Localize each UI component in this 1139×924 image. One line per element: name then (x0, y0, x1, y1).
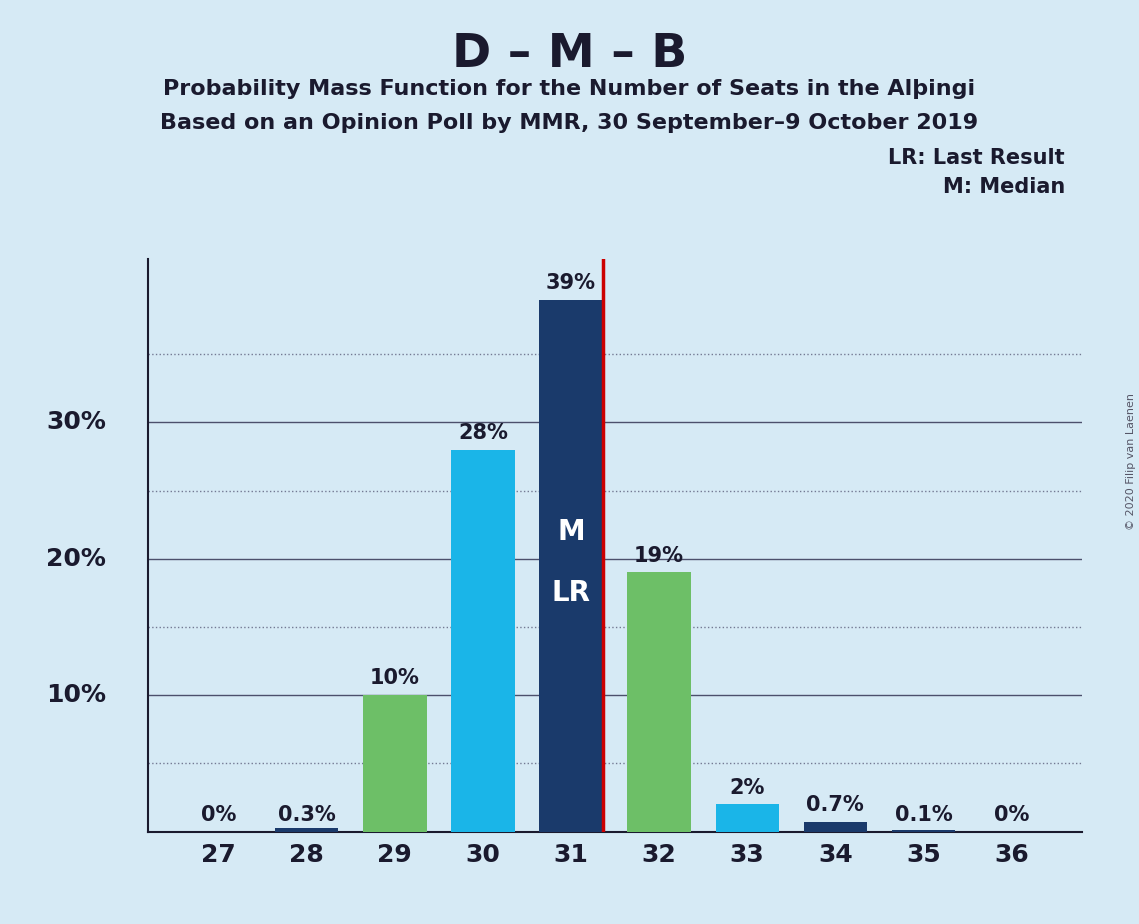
Bar (804, 822, 867, 832)
Text: 2%: 2% (730, 777, 765, 797)
Bar (892, 831, 956, 832)
Text: M: Median: M: Median (943, 177, 1065, 198)
Text: 10%: 10% (370, 668, 419, 688)
Text: M: M (557, 517, 584, 545)
Bar (628, 573, 691, 832)
Text: 10%: 10% (46, 683, 106, 707)
Bar (451, 450, 515, 832)
Text: 0%: 0% (994, 805, 1030, 825)
Text: 39%: 39% (546, 273, 596, 293)
Text: LR: Last Result: LR: Last Result (888, 148, 1065, 168)
Text: © 2020 Filip van Laenen: © 2020 Filip van Laenen (1126, 394, 1136, 530)
Text: 0%: 0% (200, 805, 236, 825)
Bar (539, 299, 603, 832)
Text: Probability Mass Function for the Number of Seats in the Alþingi: Probability Mass Function for the Number… (163, 79, 976, 99)
Text: 19%: 19% (634, 545, 685, 565)
Text: Based on an Opinion Poll by MMR, 30 September–9 October 2019: Based on an Opinion Poll by MMR, 30 Sept… (161, 113, 978, 133)
Bar (274, 828, 338, 832)
Text: D – M – B: D – M – B (452, 32, 687, 78)
Text: 0.7%: 0.7% (806, 796, 865, 815)
Text: LR: LR (551, 579, 590, 607)
Text: 20%: 20% (47, 547, 106, 571)
Text: 30%: 30% (47, 410, 106, 434)
Bar (363, 695, 426, 832)
Text: 0.3%: 0.3% (278, 805, 336, 825)
Text: 0.1%: 0.1% (894, 805, 952, 825)
Text: 28%: 28% (458, 423, 508, 443)
Bar (715, 804, 779, 832)
